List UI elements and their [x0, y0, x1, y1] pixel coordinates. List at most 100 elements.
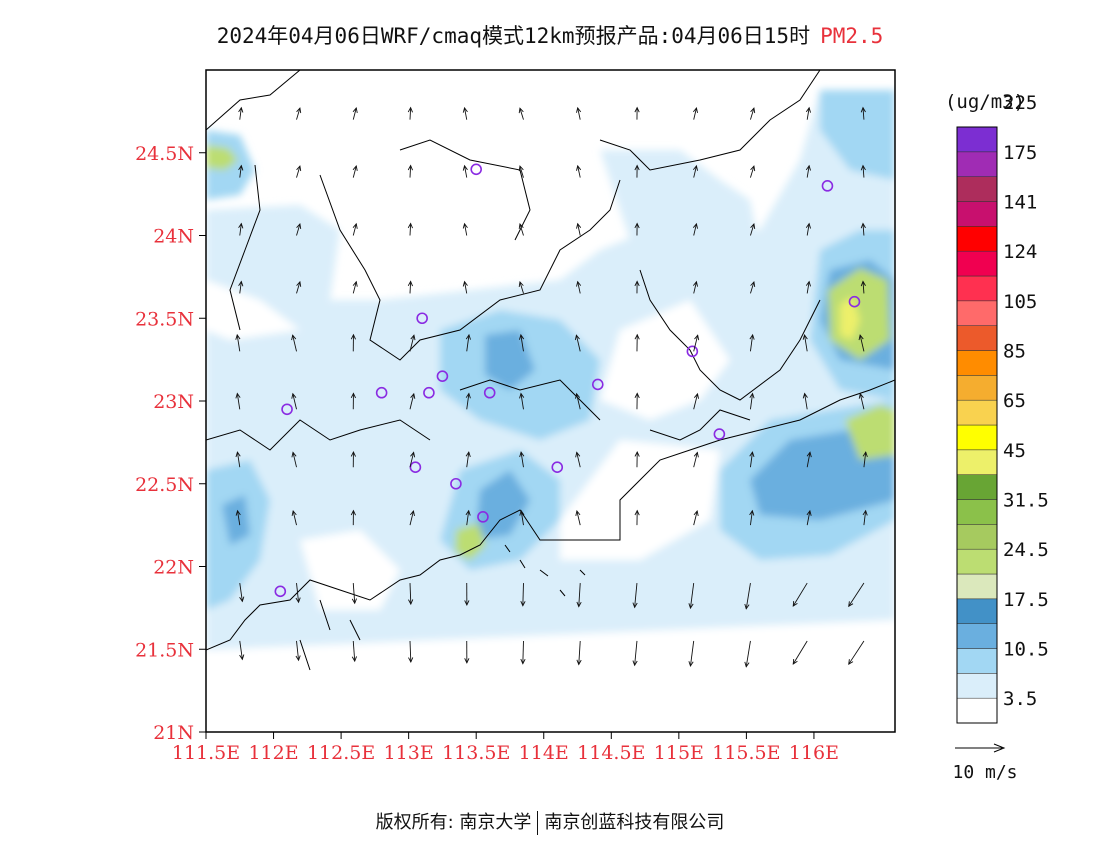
- legend-swatch: [956, 176, 998, 202]
- field-gap-white-4: [300, 530, 400, 610]
- title-text: 2024年04月06日WRF/cmaq模式12km预报产品:04月06日15时: [216, 24, 811, 48]
- field-green-pearl: [455, 523, 486, 560]
- field-dark-west: [222, 495, 250, 545]
- field-green-ne: [828, 268, 890, 360]
- wind-arrow-icon: [518, 280, 524, 294]
- legend-swatch: [956, 474, 998, 500]
- field-band-light-2: [600, 150, 760, 270]
- wind-arrow-icon: [802, 333, 808, 352]
- wind-arrow-icon: [749, 451, 755, 468]
- wind-arrow-icon: [634, 222, 640, 236]
- wind-arrow-icon: [860, 222, 866, 236]
- wind-arrow-icon: [350, 392, 356, 410]
- wind-arrow-icon: [744, 640, 751, 668]
- station-marker-icon: [477, 511, 489, 523]
- field-green-nw: [206, 145, 238, 170]
- wind-arrow-icon: [692, 280, 698, 294]
- wind-arrow-icon: [238, 106, 244, 120]
- wind-arrow-icon: [860, 280, 866, 294]
- wind-arrow-icon: [235, 392, 241, 410]
- wind-arrow-icon: [462, 164, 468, 178]
- wind-arrow-icon: [519, 451, 525, 468]
- legend-swatch: [956, 201, 998, 227]
- wind-arrow-icon: [576, 280, 582, 294]
- wind-arrow-icon: [692, 164, 698, 178]
- wind-arrow-icon: [634, 450, 640, 468]
- field-gap-white-2: [206, 280, 300, 340]
- monitoring-stations: [274, 163, 861, 598]
- wind-arrow-icon: [350, 509, 356, 526]
- lat-label: 24N: [153, 226, 194, 248]
- wind-arrow-icon: [634, 106, 640, 120]
- wind-arrow-icon: [805, 106, 811, 120]
- station-marker-icon: [686, 345, 699, 358]
- wind-arrow-icon: [520, 583, 526, 607]
- wind-arrow-icon: [465, 509, 471, 526]
- legend-swatch: [956, 375, 998, 401]
- wind-arrow-icon: [693, 392, 699, 410]
- wind-arrow-icon: [296, 165, 302, 178]
- field-mid-north: [820, 90, 895, 180]
- wind-arrow-icon: [805, 164, 811, 178]
- wind-arrow-icon: [464, 583, 470, 606]
- station-marker-icon: [274, 585, 287, 598]
- wind-arrow-icon: [291, 392, 297, 410]
- legend-label: 31.5: [1003, 490, 1049, 512]
- legend-swatch: [956, 648, 998, 674]
- lat-label: 21.5N: [135, 639, 194, 661]
- lon-label: 114E: [519, 742, 569, 764]
- station-marker-icon: [416, 312, 428, 325]
- legend-swatch: [956, 598, 998, 624]
- station-marker-icon: [423, 386, 435, 399]
- field-gap-white-3: [560, 440, 720, 560]
- wind-arrow-icon: [409, 510, 415, 526]
- wind-arrow-icon: [688, 640, 695, 668]
- wind-arrow-icon: [632, 640, 638, 667]
- wind-arrow-icon: [239, 582, 245, 603]
- legend-label: 24.5: [1003, 539, 1049, 561]
- lat-label: 22.5N: [135, 474, 194, 496]
- legend-unit: (ug/m3): [945, 91, 1025, 113]
- wind-arrow-icon: [848, 582, 865, 608]
- wind-arrow-icon: [634, 509, 640, 526]
- station-marker-icon: [483, 386, 496, 399]
- wind-arrow-icon: [351, 583, 357, 605]
- legend-label: 124: [1003, 241, 1037, 263]
- wind-reference-arrow-icon: [993, 743, 1006, 753]
- legend-swatch: [956, 250, 998, 277]
- wind-arrow-icon: [518, 333, 525, 352]
- wind-arrow-icon: [576, 583, 582, 608]
- wind-arrow-icon: [407, 164, 413, 178]
- wind-arrow-icon: [462, 280, 468, 294]
- wind-arrow-icon: [352, 107, 358, 120]
- wind-arrow-icon: [806, 451, 812, 468]
- wind-arrow-icon: [409, 451, 416, 468]
- wind-arrow-icon: [239, 640, 245, 661]
- wind-arrow-icon: [462, 222, 468, 236]
- lon-label: 113E: [384, 742, 434, 764]
- legend-swatch: [956, 126, 998, 153]
- station-marker-icon: [470, 163, 482, 176]
- station-marker-icon: [591, 378, 604, 391]
- wind-arrow-icon: [518, 165, 524, 178]
- legend-swatch: [956, 697, 998, 724]
- legend-swatch: [956, 573, 998, 600]
- station-marker-icon: [450, 477, 462, 490]
- wind-arrow-icon: [238, 164, 244, 178]
- wind-arrow-icon: [692, 106, 698, 120]
- wind-arrow-icon: [408, 640, 414, 664]
- wind-arrow-icon: [235, 451, 241, 468]
- wind-arrow-icon: [296, 280, 302, 294]
- wind-arrow-icon: [693, 334, 700, 352]
- legend-label: 141: [1003, 192, 1037, 214]
- wind-arrow-icon: [575, 451, 581, 468]
- legend-swatch: [956, 623, 998, 649]
- wind-arrow-icon: [350, 333, 356, 352]
- station-marker-icon: [848, 295, 861, 308]
- legend-swatch: [956, 424, 998, 451]
- wind-arrow-icon: [519, 392, 525, 410]
- legend-swatch: [956, 151, 998, 177]
- legend-swatch: [956, 399, 998, 426]
- legend-label: 85: [1003, 341, 1026, 363]
- lon-label: 111.5E: [172, 742, 240, 764]
